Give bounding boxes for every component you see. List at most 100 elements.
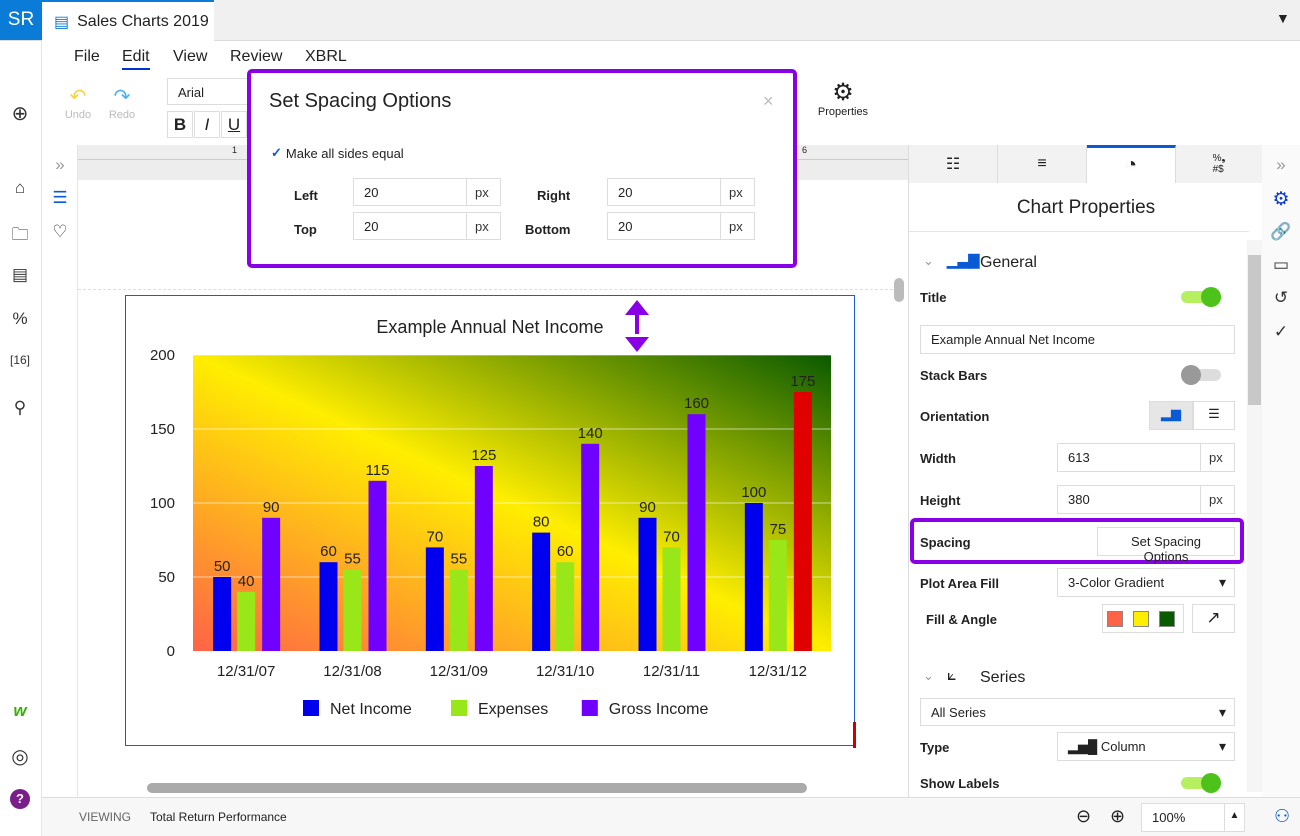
horizontal-scrollbar[interactable] [147,783,807,793]
ruler-mark: 6 [802,145,808,155]
document-icon: ▤ [54,13,70,31]
comment-icon[interactable]: ▭ [1272,255,1290,274]
tab-paragraph[interactable]: ≡ [998,145,1087,183]
bar-net-income [213,577,232,651]
tab-chart[interactable]: ◔ [1087,145,1176,183]
plot-fill-value: 3-Color Gradient [1068,575,1165,590]
width-value: 613 [1068,450,1090,465]
folder-icon[interactable]: 🗀 [11,225,29,244]
help-icon[interactable]: ? [10,789,30,809]
unit-label: px [1200,486,1234,513]
undo-button[interactable]: ↶ Undo [62,84,94,121]
tabs-dropdown-icon[interactable]: ▼ [1276,10,1290,26]
menu-xbrl[interactable]: XBRL [305,48,347,65]
unit-label: px [720,213,754,239]
fill-color-1[interactable] [1107,611,1123,627]
collaborators-icon[interactable]: ⚇ [1274,806,1291,826]
y-tick-label: 200 [150,347,175,364]
title-toggle[interactable] [1181,287,1221,307]
redo-button[interactable]: ↷ Redo [106,84,138,121]
tab-outline[interactable]: ☷ [909,145,998,183]
expand-icon[interactable]: » [55,155,65,174]
width-input[interactable]: 613 px [1057,443,1235,472]
data-label: 70 [426,528,443,545]
comment-heart-icon[interactable]: ♡ [52,222,68,241]
chart-container[interactable] [125,295,855,746]
general-section-title: General [980,254,1037,271]
panel-scrollbar[interactable] [1247,240,1262,792]
properties-button[interactable]: ⚙ Properties [807,80,879,119]
workiva-logo-icon[interactable]: w [13,701,27,720]
calendar-icon[interactable]: [16] [9,353,30,367]
horizontal-orientation-button[interactable]: ☰ [1193,401,1235,430]
home-icon[interactable]: ⌂ [14,178,26,197]
tab-number-format[interactable]: %❟ #$ [1176,145,1263,183]
bar-gross-income [687,414,706,651]
spacing-row [910,518,1244,564]
angle-button[interactable]: ↗ [1192,604,1235,633]
resize-handle[interactable] [853,722,856,748]
paragraph-icon: ≡ [1037,155,1047,172]
stack-bars-toggle[interactable] [1181,365,1221,385]
series-select[interactable]: All Series [920,698,1235,726]
tasks-icon[interactable]: ✓ [1273,322,1289,341]
bold-button[interactable]: B [167,111,193,138]
legend-label: Expenses [478,701,548,718]
outline-icon[interactable]: ☰ [52,188,68,207]
collapse-panel-icon[interactable]: » [1276,155,1286,174]
percent-icon[interactable]: % [12,309,28,328]
document-tab[interactable]: ▤ Sales Charts 2019 [42,0,214,41]
zoom-select[interactable]: 100% ▲ [1141,803,1245,832]
bar-gross-income [793,392,812,651]
data-label: 55 [344,551,361,568]
fill-color-3[interactable] [1159,611,1175,627]
add-icon[interactable]: ⊕ [11,103,29,125]
collapse-general-icon[interactable]: ⌄ [923,253,934,268]
bottom-input[interactable]: 20 px [607,212,755,240]
type-select[interactable]: ▂▅█ Column [1057,732,1235,761]
right-value: 20 [618,185,633,200]
bar-expenses [556,562,575,651]
user-icon[interactable]: ◎ [11,746,29,768]
zoom-in-icon[interactable]: ⊕ [1110,806,1126,826]
mode-label: VIEWING [79,810,132,824]
chart-pie-icon: ◔ [1124,154,1138,176]
left-input[interactable]: 20 px [353,178,501,206]
italic-button[interactable]: I [194,111,220,138]
settings-icon[interactable]: ⚙ [1272,189,1290,210]
plot-fill-select[interactable]: 3-Color Gradient [1057,568,1235,597]
fill-color-2[interactable] [1133,611,1149,627]
underline-button[interactable]: U [221,111,247,138]
zoom-out-icon[interactable]: ⊖ [1076,806,1092,826]
data-label: 90 [263,499,280,516]
set-spacing-button[interactable]: Set Spacing Options [1097,527,1235,564]
vertical-orientation-button[interactable]: ▂▆ [1149,401,1193,430]
bar-gross-income [474,466,493,651]
menu-view[interactable]: View [173,48,208,65]
stack-bars-label: Stack Bars [920,368,988,383]
title-input[interactable]: Example Annual Net Income [920,325,1235,354]
vertical-scroll-thumb[interactable] [894,278,904,302]
history-icon[interactable]: ↺ [1273,288,1289,307]
series-section-title: Series [980,669,1026,686]
height-input[interactable]: 380 px [1057,485,1235,514]
link-icon[interactable]: 🔗 [1270,222,1292,241]
menu-edit[interactable]: Edit [122,48,150,70]
menu-file[interactable]: File [74,48,100,65]
undo-label: Undo [64,109,92,121]
lightbulb-icon[interactable]: ⚲ [13,398,27,417]
archive-icon[interactable]: ▤ [11,265,29,284]
collapse-series-icon[interactable]: ⌄ [923,668,934,683]
font-select[interactable]: Arial [167,78,252,105]
x-tick-label: 12/31/07 [217,663,275,680]
close-button[interactable]: × [763,91,774,111]
right-input[interactable]: 20 px [607,178,755,206]
show-labels-label: Show Labels [920,776,1000,791]
top-input[interactable]: 20 px [353,212,501,240]
equal-sides-checkbox[interactable]: ✓ Make all sides equal [271,145,404,161]
show-labels-toggle[interactable] [1181,773,1221,793]
menu-review[interactable]: Review [230,48,283,65]
plot-fill-label: Plot Area Fill [920,576,999,591]
data-label: 125 [471,447,496,464]
series-select-value: All Series [931,705,986,720]
